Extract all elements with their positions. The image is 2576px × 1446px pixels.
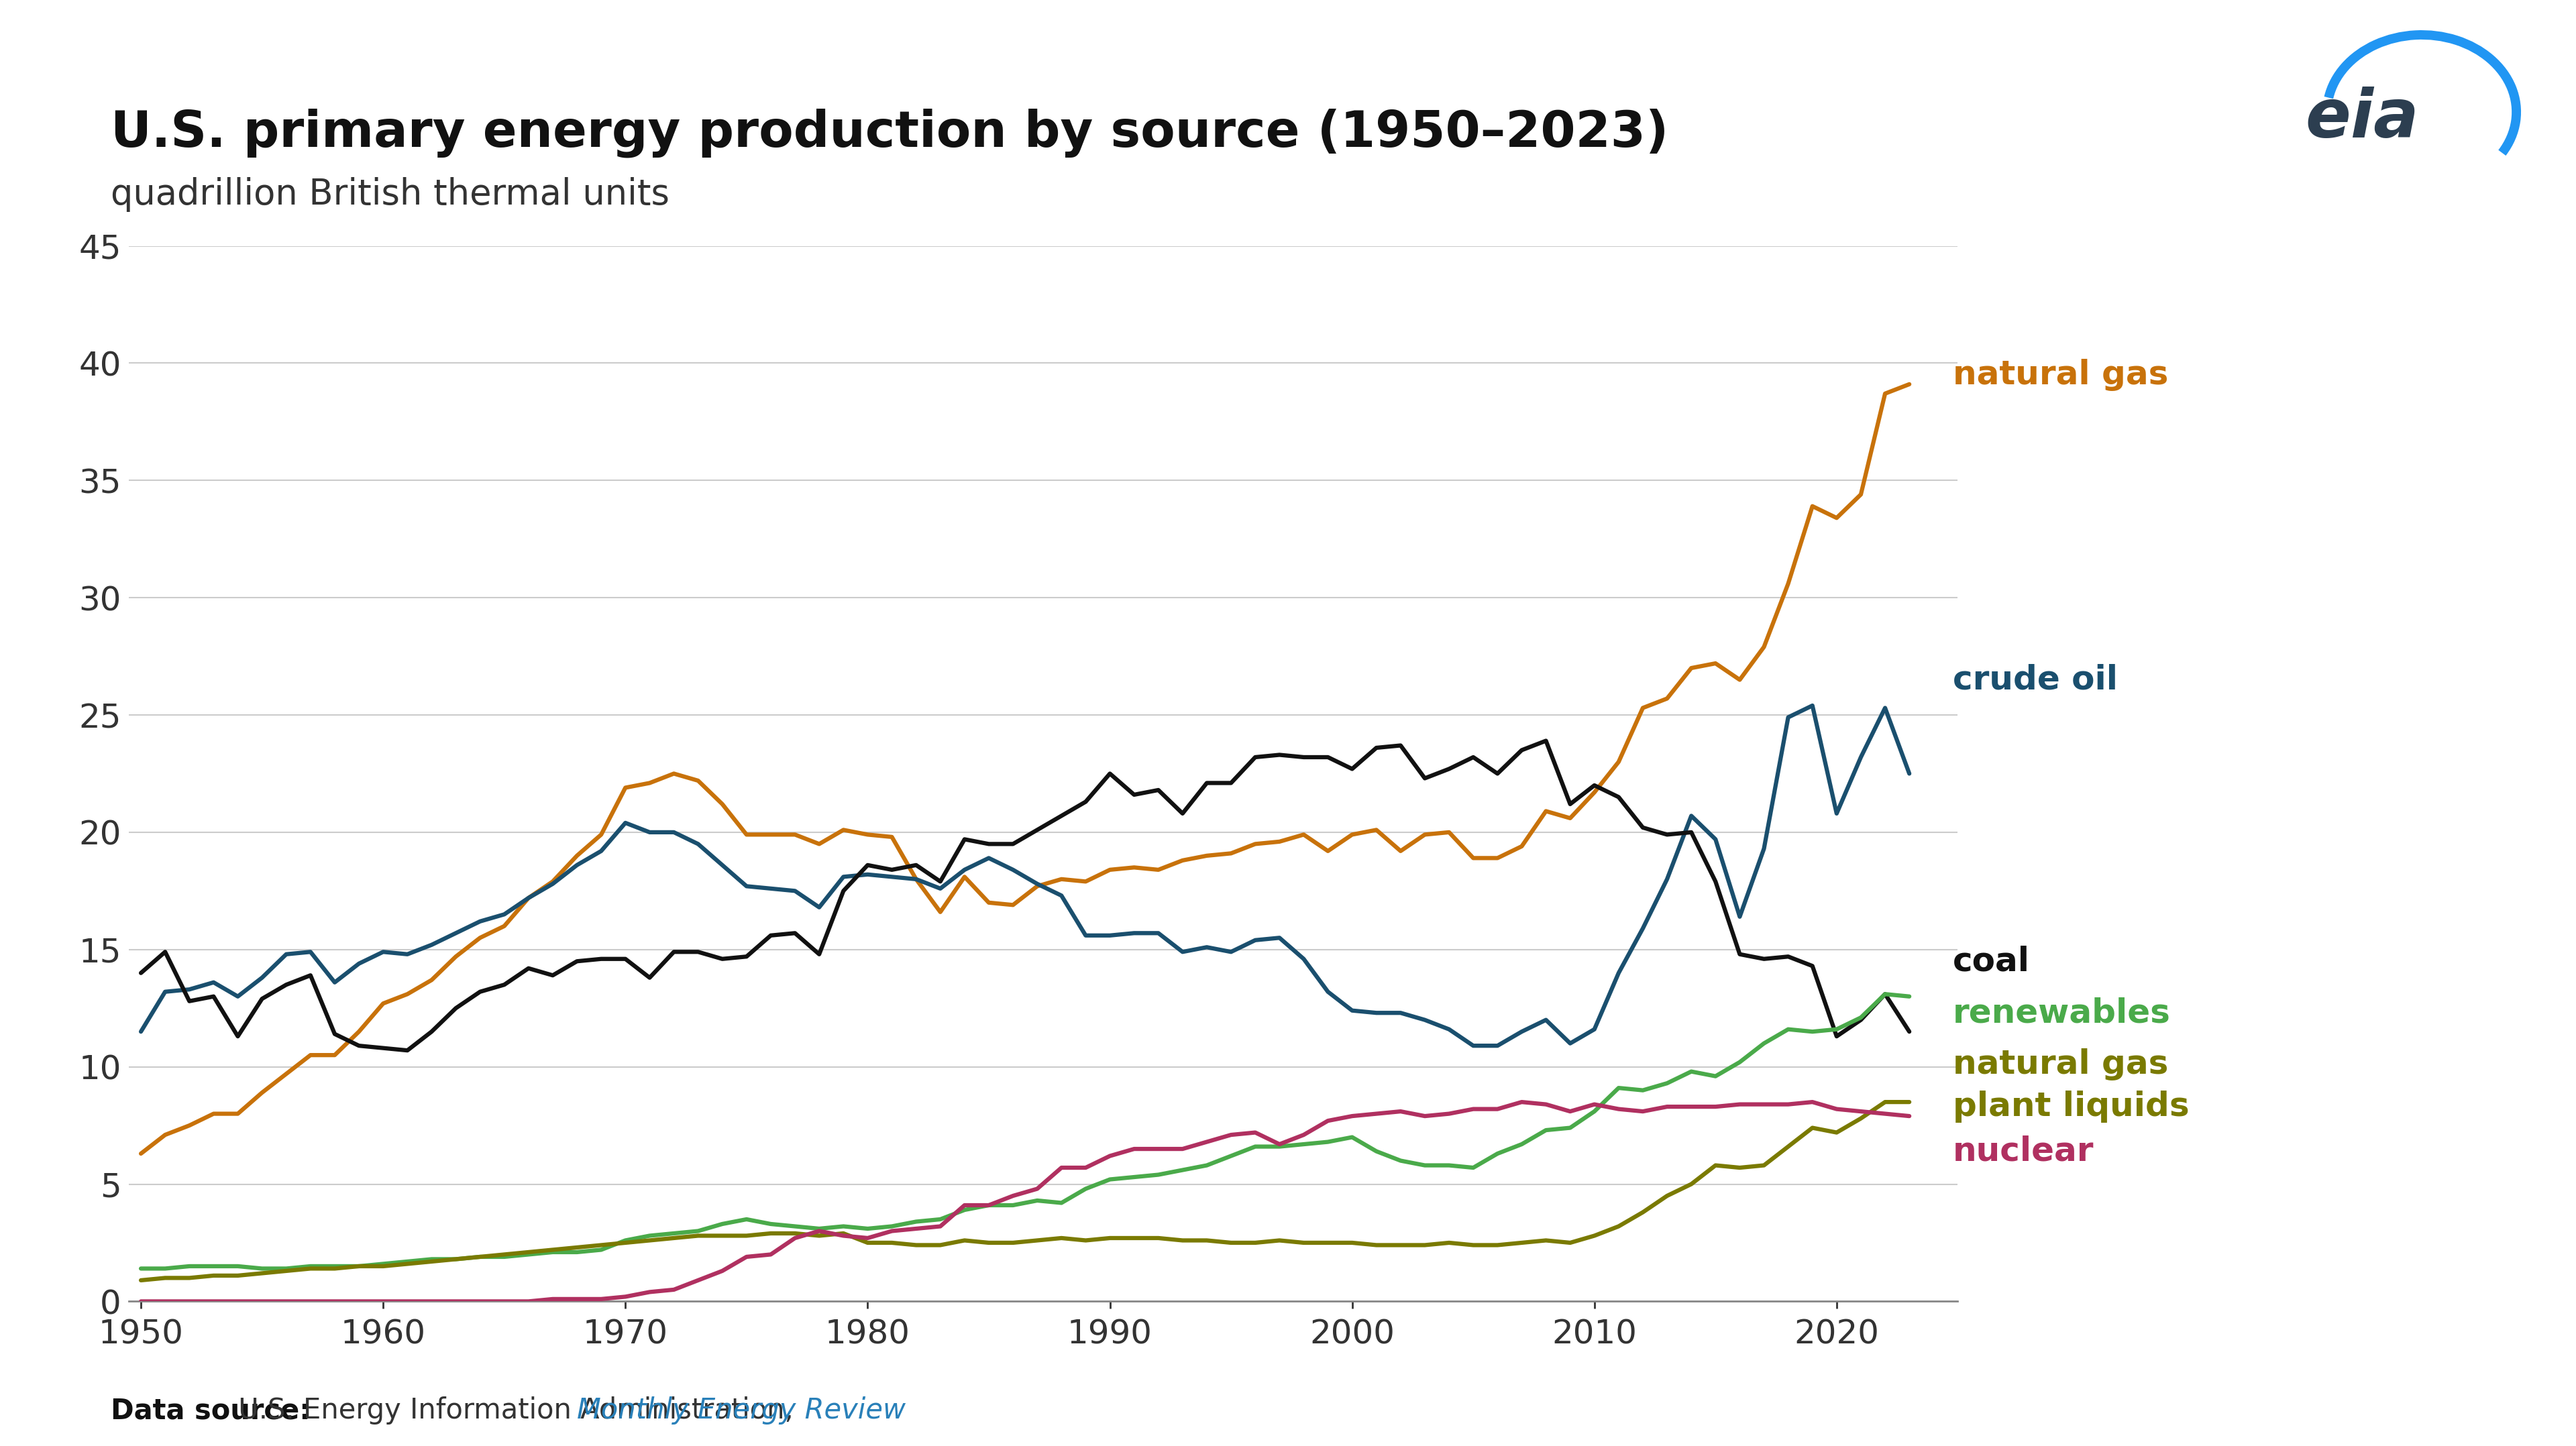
- Text: natural gas: natural gas: [1953, 1048, 2169, 1080]
- Text: U.S. Energy Information Administration,: U.S. Energy Information Administration,: [229, 1397, 801, 1424]
- Text: coal: coal: [1953, 946, 2030, 977]
- Text: plant liquids: plant liquids: [1953, 1090, 2190, 1122]
- Text: crude oil: crude oil: [1953, 664, 2117, 696]
- Text: quadrillion British thermal units: quadrillion British thermal units: [111, 178, 670, 213]
- Text: nuclear: nuclear: [1953, 1135, 2094, 1167]
- Text: natural gas: natural gas: [1953, 359, 2169, 390]
- Text: Data source:: Data source:: [111, 1397, 309, 1424]
- Text: Monthly Energy Review: Monthly Energy Review: [577, 1397, 907, 1424]
- Text: eia: eia: [2306, 87, 2419, 152]
- Text: U.S. primary energy production by source (1950–2023): U.S. primary energy production by source…: [111, 108, 1669, 158]
- Text: renewables: renewables: [1953, 996, 2172, 1030]
